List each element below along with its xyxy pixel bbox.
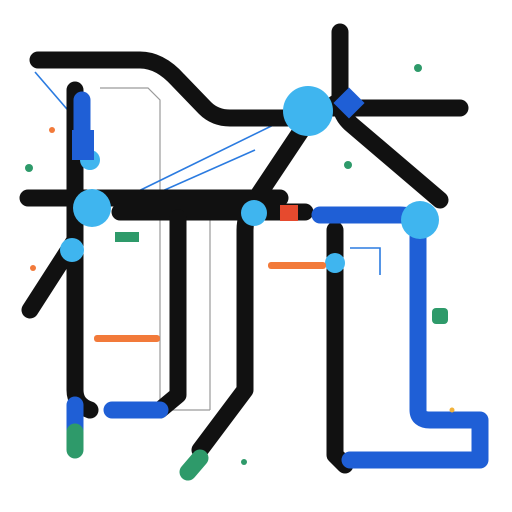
thin-connector-3: [339, 250, 420, 456]
green-lines: [66, 423, 209, 481]
orange-label-bar-2: [268, 262, 326, 269]
blue-line-right-loop: [311, 206, 489, 469]
black-lines: [19, 23, 469, 474]
station-hub-top[interactable]: [283, 86, 333, 136]
black-line-center: [191, 91, 349, 459]
thin-connector-1: [100, 87, 210, 411]
station-right-center[interactable]: [325, 253, 345, 273]
black-line-inner: [151, 209, 187, 419]
green-marker: [115, 232, 139, 242]
blue-station-box[interactable]: [72, 130, 94, 160]
black-line-top: [29, 51, 309, 127]
orange-label-bar-1: [94, 335, 160, 342]
station-center[interactable]: [241, 200, 267, 226]
station-hub-left[interactable]: [73, 189, 111, 227]
map-pin-icon: [25, 64, 422, 465]
station-left-lower[interactable]: [60, 238, 84, 262]
bus-icon: [432, 308, 448, 324]
blue-connector-4: [350, 247, 381, 275]
diamond-station[interactable]: [333, 87, 365, 119]
green-line-bottom-end: [179, 449, 209, 481]
accent-marker-red: [280, 205, 298, 221]
compass-icon: [30, 127, 455, 413]
station-hub-right[interactable]: [401, 201, 439, 239]
